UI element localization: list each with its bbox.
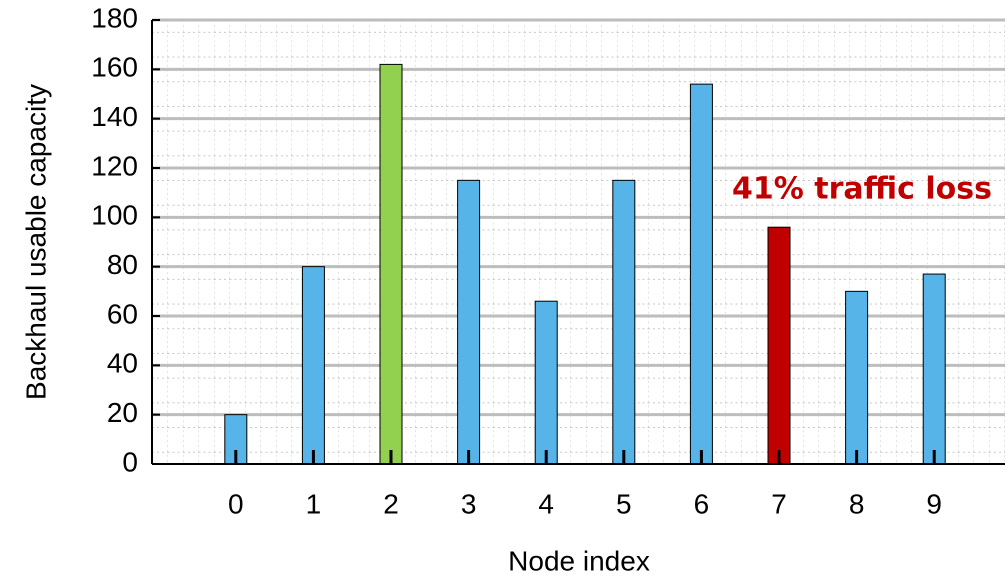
y-tick-label: 100 xyxy=(91,200,138,231)
y-tick-label: 120 xyxy=(91,150,138,181)
y-tick-label: 160 xyxy=(91,52,138,83)
y-tick-label: 80 xyxy=(107,249,138,280)
y-tick-label: 0 xyxy=(122,446,138,477)
x-tick-label: 7 xyxy=(771,488,787,519)
y-tick-label: 180 xyxy=(91,2,138,33)
grid-layer xyxy=(152,18,1005,417)
bar xyxy=(612,179,636,465)
x-tick-label: 4 xyxy=(538,488,554,519)
minor-grid xyxy=(152,20,1005,464)
x-tick-label: 2 xyxy=(383,488,399,519)
y-tick-label: 60 xyxy=(107,298,138,329)
bar xyxy=(457,179,481,465)
bar xyxy=(379,63,403,465)
x-axis-label: Node index xyxy=(508,545,650,576)
x-tick-label: 9 xyxy=(926,488,942,519)
bar xyxy=(689,83,713,465)
bar xyxy=(301,266,325,465)
bar xyxy=(922,273,946,465)
x-tick-label: 8 xyxy=(849,488,865,519)
x-tick-label: 0 xyxy=(228,488,244,519)
bar xyxy=(845,290,869,465)
bar-layer xyxy=(224,63,946,465)
annotation: 41% traffic loss xyxy=(732,172,992,207)
y-tick-label: 40 xyxy=(107,348,138,379)
y-axis-label: Backhaul usable capacity xyxy=(20,84,51,400)
bar xyxy=(534,300,558,465)
y-tick-label: 140 xyxy=(91,101,138,132)
x-tick-label: 3 xyxy=(461,488,477,519)
bar xyxy=(767,226,791,465)
x-tick-label: 6 xyxy=(694,488,710,519)
y-tick-label: 20 xyxy=(107,397,138,428)
x-tick-label: 1 xyxy=(306,488,322,519)
x-tick-label: 5 xyxy=(616,488,632,519)
